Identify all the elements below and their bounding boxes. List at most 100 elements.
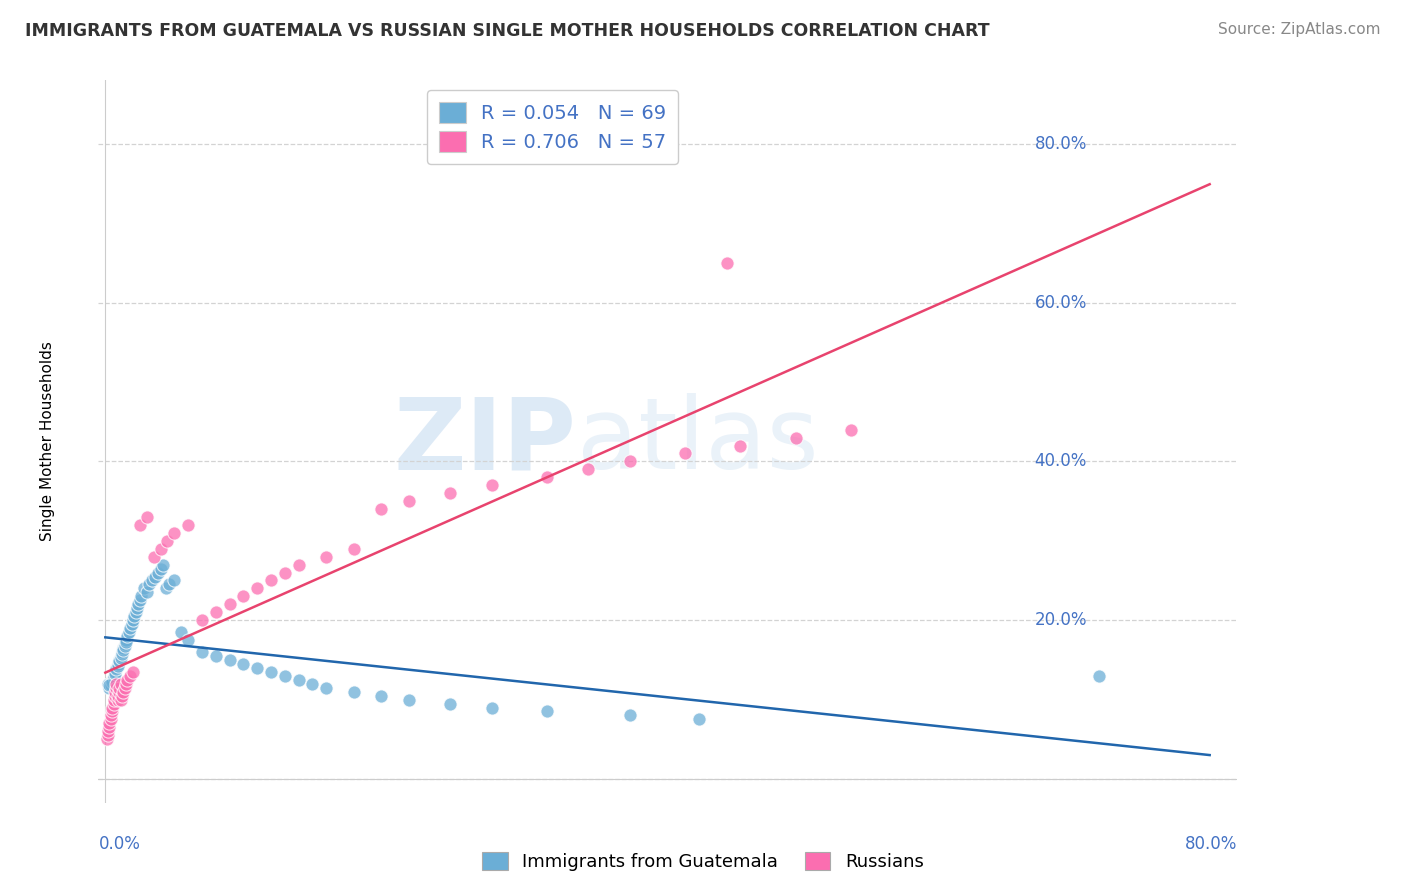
Point (132, 582, 155, 596)
Point (112, 640, 135, 655)
Point (105, 661, 128, 675)
Point (98, 681, 121, 695)
Text: 60.0%: 60.0% (1035, 293, 1087, 311)
Point (155, 582, 177, 596)
Point (122, 665, 145, 679)
Point (101, 673, 124, 687)
Point (481, 700, 503, 714)
Point (246, 582, 269, 596)
Point (149, 541, 172, 556)
Point (97, 724, 120, 739)
Point (138, 577, 160, 591)
Text: 80.0%: 80.0% (1185, 835, 1237, 854)
Point (218, 597, 240, 611)
Point (111, 647, 134, 661)
Point (839, 423, 862, 437)
Point (246, 661, 269, 675)
Point (103, 670, 125, 684)
Point (104, 665, 127, 679)
Point (100, 708, 122, 723)
Point (135, 510, 157, 524)
Point (105, 676, 128, 690)
Point (163, 574, 186, 588)
Point (100, 713, 122, 727)
Point (287, 673, 309, 687)
Text: 20.0%: 20.0% (1035, 611, 1087, 629)
Point (370, 689, 392, 703)
Text: 40.0%: 40.0% (1035, 452, 1087, 470)
Legend: Immigrants from Guatemala, Russians: Immigrants from Guatemala, Russians (475, 845, 931, 879)
Point (177, 633, 200, 648)
Point (124, 609, 146, 624)
Point (101, 700, 124, 714)
Point (536, 705, 558, 719)
Point (163, 525, 186, 540)
Point (343, 684, 366, 698)
Point (619, 454, 641, 468)
Text: Single Mother Households: Single Mother Households (39, 342, 55, 541)
Point (101, 675, 124, 690)
Point (103, 697, 125, 711)
Text: atlas: atlas (576, 393, 818, 490)
Point (274, 566, 297, 580)
Point (118, 625, 141, 640)
Point (439, 486, 461, 500)
Point (98, 678, 121, 692)
Point (142, 549, 165, 564)
Point (120, 669, 142, 683)
Point (127, 597, 149, 611)
Point (112, 643, 135, 657)
Point (115, 633, 138, 648)
Point (104, 689, 127, 703)
Point (114, 637, 136, 651)
Point (111, 689, 134, 703)
Point (98, 716, 121, 731)
Point (97, 728, 120, 742)
Point (114, 639, 136, 653)
Text: 80.0%: 80.0% (1035, 135, 1087, 153)
Point (536, 470, 558, 484)
Point (191, 645, 214, 659)
Point (156, 533, 179, 548)
Point (481, 478, 503, 492)
Point (260, 574, 283, 588)
Point (98, 720, 121, 734)
Point (112, 684, 135, 698)
Point (398, 692, 420, 706)
Point (110, 692, 132, 706)
Point (97, 676, 120, 690)
Point (730, 438, 752, 452)
Point (141, 574, 163, 588)
Point (619, 708, 641, 723)
Point (301, 676, 323, 690)
Point (1088, 669, 1111, 683)
Point (143, 569, 166, 583)
Point (439, 697, 461, 711)
Point (170, 625, 193, 640)
Point (673, 446, 696, 460)
Point (152, 558, 174, 572)
Point (716, 256, 738, 270)
Point (111, 645, 134, 659)
Point (578, 462, 600, 476)
Point (688, 713, 710, 727)
Point (315, 681, 337, 695)
Point (135, 585, 157, 599)
Point (108, 684, 131, 698)
Point (129, 590, 152, 604)
Point (122, 613, 145, 627)
Point (287, 558, 309, 572)
Point (117, 629, 139, 643)
Point (104, 667, 127, 681)
Point (398, 494, 420, 508)
Point (105, 662, 128, 676)
Point (107, 659, 129, 673)
Point (107, 692, 129, 706)
Point (274, 669, 297, 683)
Point (191, 613, 214, 627)
Point (125, 601, 148, 615)
Point (108, 653, 131, 667)
Point (128, 593, 150, 607)
Point (110, 676, 132, 690)
Point (125, 605, 148, 619)
